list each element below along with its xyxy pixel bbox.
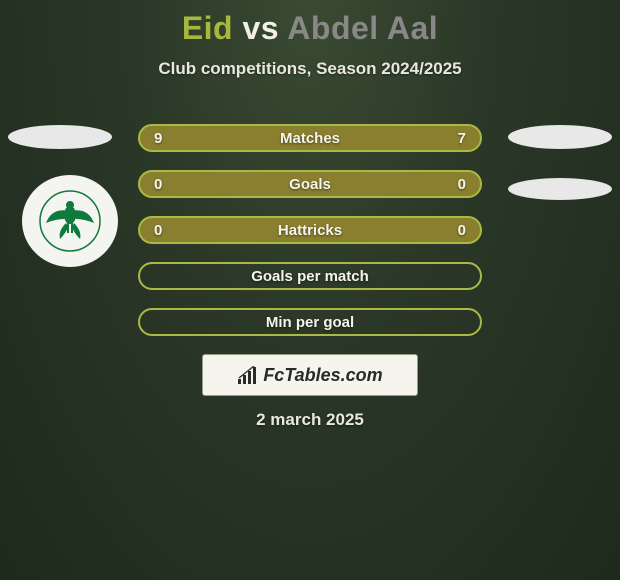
eagle-icon	[38, 189, 102, 253]
player1-name: Eid	[182, 10, 233, 46]
stat-row-goals: 0 Goals 0	[138, 170, 482, 198]
player1-team-badge	[22, 175, 118, 267]
player2-name: Abdel Aal	[287, 10, 438, 46]
bar-chart-icon	[237, 366, 259, 384]
subtitle: Club competitions, Season 2024/2025	[0, 59, 620, 79]
player2-team-placeholder	[508, 178, 612, 200]
fctables-text: FcTables.com	[263, 365, 382, 386]
stat-label: Goals per match	[251, 268, 369, 285]
player2-photo-placeholder	[508, 125, 612, 149]
stat-label: Hattricks	[278, 222, 342, 239]
player1-photo-placeholder	[8, 125, 112, 149]
stat-label: Matches	[280, 130, 340, 147]
stat-label: Min per goal	[266, 314, 354, 331]
footer-date: 2 march 2025	[256, 410, 364, 430]
stat-row-matches: 9 Matches 7	[138, 124, 482, 152]
stat-label: Goals	[289, 176, 331, 193]
stat-left-value: 9	[154, 130, 162, 147]
vs-text: vs	[242, 10, 279, 46]
stat-row-goals-per-match: Goals per match	[138, 262, 482, 290]
stat-row-min-per-goal: Min per goal	[138, 308, 482, 336]
stat-right-value: 7	[458, 130, 466, 147]
stat-left-value: 0	[154, 176, 162, 193]
stats-area: 9 Matches 7 0 Goals 0 0 Hattricks 0 Goal…	[138, 124, 482, 336]
comparison-title: Eid vs Abdel Aal	[0, 0, 620, 47]
stat-right-value: 0	[458, 222, 466, 239]
fctables-badge: FcTables.com	[202, 354, 418, 396]
stat-row-hattricks: 0 Hattricks 0	[138, 216, 482, 244]
stat-left-value: 0	[154, 222, 162, 239]
stat-right-value: 0	[458, 176, 466, 193]
